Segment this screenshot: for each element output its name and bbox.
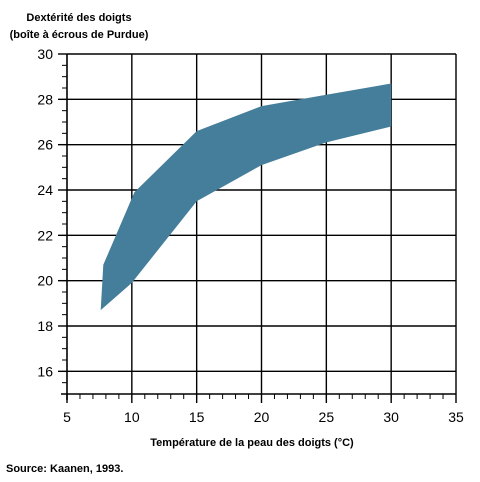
y-tick-label-16: 16 [37, 363, 53, 379]
x-tick-labels: 5 10 15 20 25 30 35 [63, 409, 464, 425]
x-tick-label-15: 15 [189, 409, 205, 425]
x-tick-label-10: 10 [124, 409, 140, 425]
x-axis-title: Température de la peau des doigts (°C) [150, 437, 354, 449]
source-note: Source: Kaanen, 1993. [6, 463, 124, 475]
x-tick-label-30: 30 [383, 409, 399, 425]
x-tick-label-35: 35 [448, 409, 464, 425]
data-band [100, 83, 392, 311]
y-tick-label-30: 30 [37, 46, 53, 62]
y-tick-label-20: 20 [37, 273, 53, 289]
x-tick-label-25: 25 [319, 409, 335, 425]
y-tick-label-26: 26 [37, 137, 53, 153]
y-tick-label-18: 18 [37, 318, 53, 334]
y-tick-label-28: 28 [37, 91, 53, 107]
x-tick-label-20: 20 [254, 409, 270, 425]
y-axis-title-line-2: (boîte à écrous de Purdue) [10, 29, 149, 41]
y-tick-label-24: 24 [37, 182, 53, 198]
axes [58, 53, 457, 403]
x-tick-label-5: 5 [63, 409, 71, 425]
y-tick-labels: 16 18 20 22 24 26 28 30 [37, 46, 53, 379]
y-axis-title-line-1: Dextérité des doigts [26, 12, 131, 24]
y-tick-label-22: 22 [37, 227, 53, 243]
